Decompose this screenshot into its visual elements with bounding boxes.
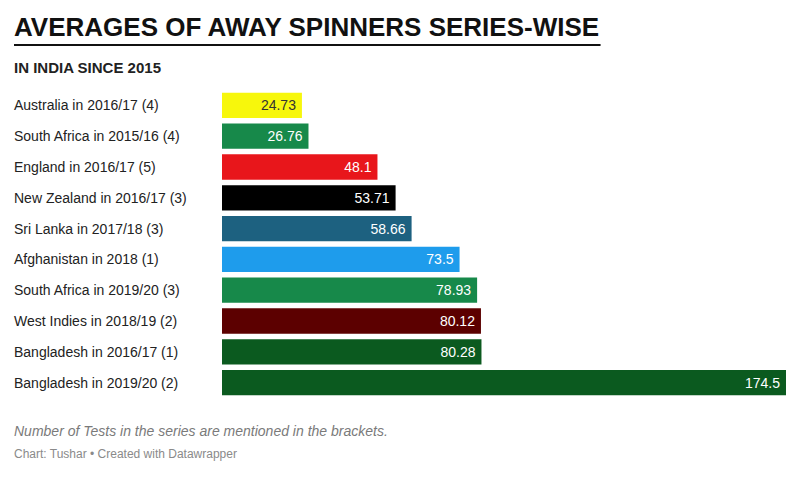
svg-text:80.12: 80.12 (440, 313, 475, 329)
svg-text:Chart: Tushar • Created with D: Chart: Tushar • Created with Datawrapper (14, 447, 237, 461)
svg-text:New Zealand in 2016/17 (3): New Zealand in 2016/17 (3) (14, 190, 187, 206)
svg-text:73.5: 73.5 (426, 251, 453, 267)
svg-text:Bangladesh in 2016/17 (1): Bangladesh in 2016/17 (1) (14, 344, 178, 360)
svg-text:58.66: 58.66 (371, 221, 406, 237)
svg-text:AVERAGES OF AWAY SPINNERS SERI: AVERAGES OF AWAY SPINNERS SERIES-WISE (14, 12, 599, 42)
svg-text:England in 2016/17 (5): England in 2016/17 (5) (14, 159, 156, 175)
svg-text:West Indies in 2018/19 (2): West Indies in 2018/19 (2) (14, 313, 177, 329)
svg-text:Number of Tests in the series: Number of Tests in the series are mentio… (14, 423, 388, 439)
svg-text:80.28: 80.28 (440, 344, 475, 360)
svg-text:24.73: 24.73 (261, 97, 296, 113)
svg-text:IN INDIA SINCE 2015: IN INDIA SINCE 2015 (14, 59, 161, 76)
svg-text:53.71: 53.71 (355, 190, 390, 206)
svg-text:26.76: 26.76 (267, 128, 302, 144)
svg-text:Sri Lanka in 2017/18 (3): Sri Lanka in 2017/18 (3) (14, 221, 163, 237)
svg-text:South Africa in 2015/16 (4): South Africa in 2015/16 (4) (14, 128, 180, 144)
svg-text:Afghanistan in 2018 (1): Afghanistan in 2018 (1) (14, 251, 159, 267)
svg-text:Australia in 2016/17 (4): Australia in 2016/17 (4) (14, 97, 159, 113)
svg-text:South Africa in 2019/20 (3): South Africa in 2019/20 (3) (14, 282, 180, 298)
svg-text:174.5: 174.5 (745, 375, 780, 391)
svg-text:78.93: 78.93 (436, 282, 471, 298)
svg-text:Bangladesh in 2019/20 (2): Bangladesh in 2019/20 (2) (14, 375, 178, 391)
svg-text:48.1: 48.1 (344, 159, 371, 175)
